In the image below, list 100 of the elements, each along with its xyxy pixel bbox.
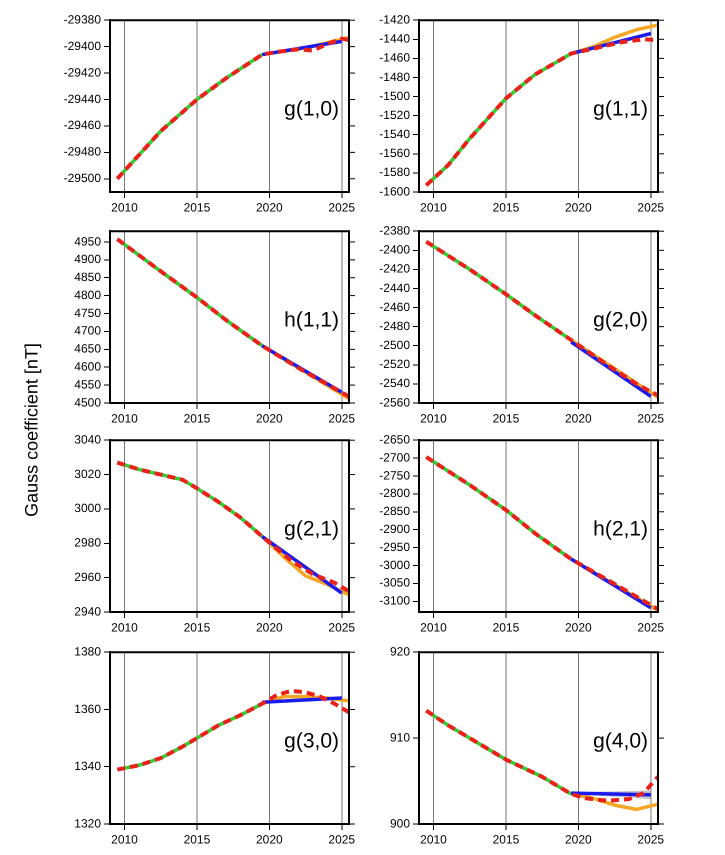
y-tick-label: 2960 [74, 570, 102, 584]
x-tick-label: 2015 [492, 832, 520, 847]
y-tick-label: 4500 [74, 395, 102, 410]
y-tick-label: -1440 [379, 32, 410, 46]
y-tick-label: 4950 [74, 234, 102, 248]
y-tick-label: 1360 [74, 702, 102, 716]
y-tick-label: -3100 [379, 594, 410, 608]
x-tick-label: 2025 [328, 412, 356, 426]
y-tick-label: -29420 [64, 65, 102, 80]
line-series [115, 460, 349, 594]
line-series [424, 708, 658, 803]
line-series [424, 455, 658, 612]
y-tick-label: -29480 [64, 144, 102, 159]
y-tick-label: 910 [390, 730, 410, 744]
x-tick-label: 2025 [637, 620, 664, 635]
x-tick-label: 2010 [420, 200, 448, 215]
y-tick-label: -2520 [379, 357, 410, 372]
x-tick-label: 2020 [256, 200, 284, 215]
annotation: g(2,0) [593, 308, 648, 332]
x-tick-label: 2010 [111, 200, 138, 215]
x-tick-label: 2025 [328, 200, 356, 215]
x-tick-label: 2020 [256, 620, 284, 635]
y-tick-label: -1480 [379, 70, 410, 84]
y-tick-label: -2480 [379, 318, 410, 333]
x-tick-label: 2025 [328, 620, 356, 635]
y-tick-label: -1420 [379, 12, 410, 27]
x-tick-label: 2020 [256, 832, 284, 847]
annotation: g(4,0) [593, 729, 648, 752]
x-tick-label: 2020 [564, 412, 592, 426]
x-tick-label: 2010 [111, 412, 138, 426]
y-tick-label: -2900 [379, 522, 410, 536]
annotation: h(2,1) [593, 517, 648, 540]
y-tick-label: -2950 [379, 540, 410, 554]
x-tick-label: 2020 [564, 200, 592, 215]
line-series [115, 237, 349, 399]
y-tick-label: 4800 [74, 288, 102, 302]
y-tick-label: 3040 [74, 432, 102, 447]
y-tick-label: -2700 [379, 450, 410, 464]
y-tick-label: -2500 [379, 338, 410, 352]
y-tick-label: 1380 [74, 644, 102, 659]
x-tick-label: 2015 [184, 200, 211, 215]
x-tick-label: 2015 [184, 620, 211, 635]
x-tick-label: 2015 [492, 200, 520, 215]
y-tick-label: 3020 [74, 466, 102, 481]
y-tick-label: -29400 [64, 38, 102, 53]
y-tick-label: -2750 [379, 468, 410, 482]
annotation: g(1,0) [284, 97, 339, 120]
y-tick-label: 3000 [74, 501, 102, 516]
annotation: g(3,0) [284, 729, 339, 752]
x-tick-label: 2015 [184, 412, 211, 426]
y-tick-label: 4750 [74, 306, 102, 320]
line-series [115, 688, 349, 772]
annotation: g(1,1) [593, 97, 648, 120]
y-tick-label: -1460 [379, 50, 410, 65]
y-tick-label: -1580 [379, 165, 410, 180]
annotation: g(2,1) [284, 517, 339, 540]
line-series [115, 36, 349, 181]
y-tick-label: -1560 [379, 146, 410, 160]
y-tick-label: 1320 [74, 816, 102, 830]
y-tick-label: 2980 [74, 536, 102, 550]
x-tick-label: 2025 [637, 832, 664, 847]
y-tick-label: -2420 [379, 262, 410, 276]
y-tick-label: 4650 [74, 342, 102, 356]
y-tick-label: -1500 [379, 88, 410, 103]
y-tick-label: -2850 [379, 504, 410, 518]
line-series [424, 240, 658, 398]
x-tick-label: 2020 [256, 412, 284, 426]
y-tick-label: -2800 [379, 486, 410, 500]
x-tick-label: 2010 [420, 412, 448, 426]
y-tick-label: -3000 [379, 558, 410, 572]
y-tick-label: -2650 [379, 432, 410, 447]
x-tick-label: 2020 [564, 832, 592, 847]
y-tick-label: -29440 [64, 92, 102, 106]
y-tick-label: -2400 [379, 242, 410, 257]
x-tick-label: 2025 [328, 832, 356, 847]
y-tick-label: 4700 [74, 324, 102, 338]
y-tick-label: 900 [390, 816, 410, 830]
x-tick-label: 2015 [492, 412, 520, 426]
x-tick-label: 2010 [420, 832, 448, 847]
x-tick-label: 2025 [637, 200, 664, 215]
x-tick-label: 2010 [111, 832, 138, 847]
annotation: h(1,1) [284, 308, 339, 332]
y-axis-title: Gauss coefficient [nT] [22, 343, 42, 517]
x-tick-label: 2010 [420, 620, 448, 635]
y-tick-label: -2460 [379, 300, 410, 314]
y-tick-label: 4600 [74, 360, 102, 374]
y-tick-label: -29500 [64, 171, 102, 186]
y-tick-label: 920 [390, 644, 410, 659]
y-tick-label: 1340 [74, 759, 102, 774]
y-tick-label: -1600 [379, 184, 410, 198]
y-tick-label: -3050 [379, 576, 410, 590]
y-tick-label: -1540 [379, 127, 410, 142]
y-tick-label: -2380 [379, 224, 410, 238]
x-tick-label: 2025 [637, 412, 664, 426]
y-tick-label: 4850 [74, 270, 102, 284]
y-tick-label: -2560 [379, 395, 410, 410]
x-tick-label: 2015 [184, 832, 211, 847]
x-tick-label: 2020 [564, 620, 592, 635]
x-tick-label: 2010 [111, 620, 138, 635]
y-tick-label: -29460 [64, 118, 102, 132]
